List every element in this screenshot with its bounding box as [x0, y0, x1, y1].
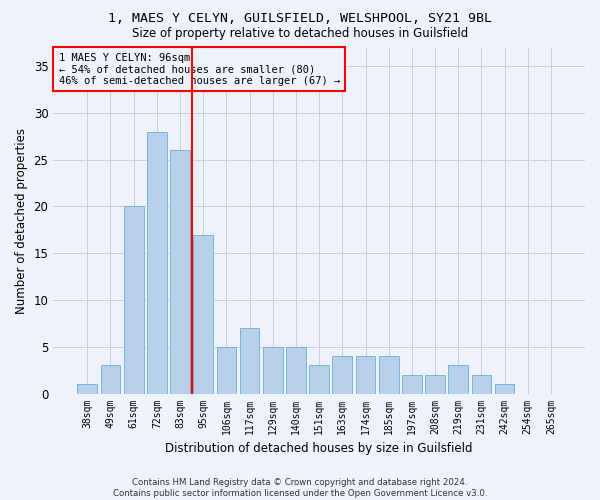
X-axis label: Distribution of detached houses by size in Guilsfield: Distribution of detached houses by size …	[166, 442, 473, 455]
Bar	[402, 375, 422, 394]
Text: Size of property relative to detached houses in Guilsfield: Size of property relative to detached ho…	[132, 28, 468, 40]
Bar	[379, 356, 398, 394]
Bar	[495, 384, 514, 394]
Bar	[309, 366, 329, 394]
Text: 1, MAES Y CELYN, GUILSFIELD, WELSHPOOL, SY21 9BL: 1, MAES Y CELYN, GUILSFIELD, WELSHPOOL, …	[108, 12, 492, 26]
Bar	[356, 356, 376, 394]
Bar	[124, 206, 143, 394]
Bar	[448, 366, 468, 394]
Text: 1 MAES Y CELYN: 96sqm
← 54% of detached houses are smaller (80)
46% of semi-deta: 1 MAES Y CELYN: 96sqm ← 54% of detached …	[59, 52, 340, 86]
Bar	[263, 347, 283, 394]
Bar	[240, 328, 259, 394]
Bar	[472, 375, 491, 394]
Bar	[217, 347, 236, 394]
Bar	[170, 150, 190, 394]
Bar	[425, 375, 445, 394]
Bar	[77, 384, 97, 394]
Bar	[147, 132, 167, 394]
Y-axis label: Number of detached properties: Number of detached properties	[15, 128, 28, 314]
Bar	[193, 234, 213, 394]
Bar	[332, 356, 352, 394]
Bar	[286, 347, 306, 394]
Bar	[101, 366, 121, 394]
Text: Contains HM Land Registry data © Crown copyright and database right 2024.
Contai: Contains HM Land Registry data © Crown c…	[113, 478, 487, 498]
